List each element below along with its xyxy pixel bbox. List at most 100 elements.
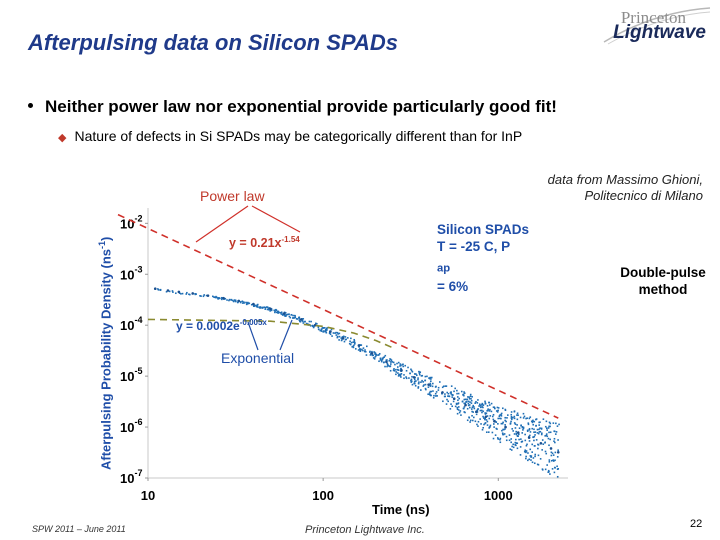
data-point xyxy=(521,432,524,434)
sample-line2-tail: = 6% xyxy=(437,278,469,294)
data-point xyxy=(492,437,495,440)
data-point xyxy=(347,337,349,339)
data-point xyxy=(273,309,276,312)
data-point xyxy=(344,338,347,341)
data-point xyxy=(548,421,551,424)
y-tick-exp: -2 xyxy=(134,213,142,223)
data-point xyxy=(529,455,532,457)
data-point xyxy=(298,319,301,321)
data-point xyxy=(513,417,516,420)
data-point xyxy=(534,434,536,436)
data-point xyxy=(265,306,268,308)
data-point xyxy=(547,437,550,440)
data-point xyxy=(449,391,452,394)
data-point xyxy=(536,428,539,431)
data-point xyxy=(545,434,548,437)
data-point xyxy=(517,435,519,437)
data-point xyxy=(324,330,327,333)
data-point xyxy=(258,306,261,309)
data-point xyxy=(542,443,545,445)
data-point xyxy=(444,385,447,387)
company-logo: Princeton Lightwave xyxy=(594,2,712,46)
y-axis-title-base: Afterpulsing Probability Density (ns xyxy=(98,248,114,470)
data-point xyxy=(383,356,386,358)
data-point xyxy=(395,373,397,376)
data-point xyxy=(266,308,269,311)
data-point xyxy=(512,443,514,446)
data-point xyxy=(550,454,553,457)
data-point xyxy=(551,452,554,455)
data-point xyxy=(456,392,458,395)
data-point xyxy=(417,378,419,381)
data-point xyxy=(420,389,422,391)
data-point xyxy=(538,431,541,433)
data-point xyxy=(353,340,356,342)
data-point xyxy=(461,400,464,403)
data-point xyxy=(337,333,339,335)
data-point xyxy=(397,361,400,364)
data-point xyxy=(351,346,354,348)
data-point xyxy=(495,410,498,412)
data-point xyxy=(435,391,438,393)
data-point xyxy=(484,422,487,424)
data-point xyxy=(399,374,402,377)
data-point xyxy=(392,361,395,364)
data-point xyxy=(331,335,333,337)
data-point xyxy=(525,450,528,452)
data-point xyxy=(553,437,556,440)
data-point xyxy=(482,426,484,429)
data-point xyxy=(412,375,416,379)
data-point xyxy=(505,420,507,423)
data-point xyxy=(218,297,221,299)
data-point xyxy=(547,427,550,429)
data-point xyxy=(489,415,492,417)
data-point xyxy=(423,384,425,386)
data-point xyxy=(490,410,493,413)
data-point xyxy=(467,404,470,407)
diamond-bullet-icon: ◆ xyxy=(58,132,67,144)
data-point xyxy=(252,302,255,306)
data-point xyxy=(370,352,374,355)
data-credit: data from Massimo Ghioni, Politecnico di… xyxy=(495,172,703,204)
data-point xyxy=(515,432,518,435)
data-point xyxy=(232,300,235,303)
data-point xyxy=(429,376,431,379)
data-point xyxy=(428,392,431,394)
data-point xyxy=(397,375,400,377)
data-point xyxy=(545,452,548,455)
data-point xyxy=(516,418,519,421)
data-point xyxy=(239,301,242,303)
data-point xyxy=(533,428,535,431)
data-point xyxy=(389,365,392,367)
data-point xyxy=(264,306,267,309)
data-point xyxy=(497,423,499,425)
y-tick-exp: -6 xyxy=(134,417,142,427)
data-point xyxy=(373,351,375,353)
data-point xyxy=(414,384,417,387)
data-point xyxy=(165,290,168,293)
data-point xyxy=(518,427,521,429)
bullet-main: Neither power law nor exponential provid… xyxy=(28,97,557,117)
data-point xyxy=(365,354,368,356)
data-point xyxy=(410,369,413,372)
data-point xyxy=(403,377,405,380)
data-point xyxy=(488,427,490,429)
data-point xyxy=(534,431,537,433)
data-point xyxy=(525,417,527,420)
data-point xyxy=(419,371,422,373)
data-point xyxy=(457,399,459,402)
data-point xyxy=(456,408,459,411)
data-point xyxy=(384,354,387,357)
credit-line2: Politecnico di Milano xyxy=(584,188,703,203)
power-law-equation: y = 0.21x-1.54 xyxy=(229,235,300,250)
power-law-label: Power law xyxy=(200,188,265,204)
bullet-dot-icon xyxy=(28,103,33,109)
data-point xyxy=(277,312,279,314)
data-point xyxy=(504,424,506,426)
data-point xyxy=(475,413,478,416)
data-point xyxy=(534,453,537,456)
data-point xyxy=(352,341,355,343)
y-tick-base: 10 xyxy=(120,267,134,282)
data-point xyxy=(463,406,466,408)
data-point xyxy=(550,459,553,462)
